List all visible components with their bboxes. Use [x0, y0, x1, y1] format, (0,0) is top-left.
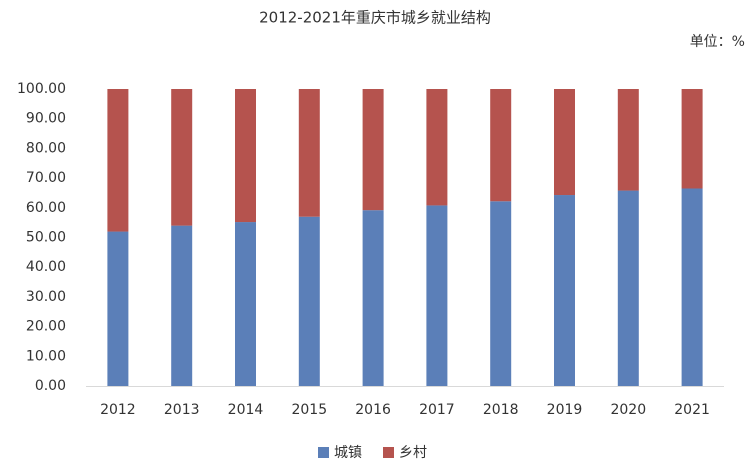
- bar-segment: [362, 210, 384, 386]
- y-tick-label: 20.00: [26, 319, 66, 335]
- bar-segment: [171, 89, 193, 226]
- bar-segment: [554, 89, 575, 196]
- bar-segment: [362, 89, 384, 211]
- legend-swatch: [318, 447, 329, 458]
- y-tick-label: 30.00: [26, 289, 66, 305]
- x-tick-label: 2012: [100, 402, 136, 418]
- y-tick-label: 60.00: [26, 200, 66, 216]
- x-tick-label: 2020: [610, 402, 646, 418]
- legend-label: 城镇: [334, 445, 362, 461]
- y-tick-label: 80.00: [26, 140, 66, 156]
- bar-segment: [107, 89, 129, 232]
- y-tick-label: 10.00: [26, 348, 66, 364]
- bar-segment: [235, 222, 256, 386]
- y-tick-label: 50.00: [26, 230, 66, 246]
- bar-segment: [235, 89, 256, 223]
- bar-segment: [490, 201, 512, 386]
- bar-segment: [298, 89, 320, 217]
- bar-segment: [298, 216, 320, 386]
- x-tick-label: 2021: [674, 402, 710, 418]
- unit-label: 单位：%: [690, 34, 745, 50]
- bar-segment: [107, 231, 129, 386]
- x-tick-label: 2019: [547, 402, 583, 418]
- bar-segment: [617, 190, 639, 386]
- bar-segment: [554, 195, 575, 386]
- x-tick-label: 2016: [355, 402, 391, 418]
- chart-title: 2012-2021年重庆市城乡就业结构: [259, 9, 491, 27]
- bar-segment: [617, 89, 639, 191]
- x-tick-label: 2014: [228, 402, 264, 418]
- x-tick-label: 2018: [483, 402, 519, 418]
- x-tick-label: 2017: [419, 402, 455, 418]
- legend-label: 乡村: [399, 445, 427, 461]
- legend-swatch: [383, 447, 394, 458]
- bar-segment: [426, 89, 448, 206]
- y-tick-label: 0.00: [35, 378, 66, 394]
- bar-segment: [681, 89, 703, 189]
- bar-segment: [426, 205, 448, 386]
- bar-segment: [171, 225, 193, 386]
- y-tick-label: 40.00: [26, 259, 66, 275]
- bar-segment: [490, 89, 512, 202]
- y-tick-label: 90.00: [26, 111, 66, 127]
- y-tick-label: 70.00: [26, 170, 66, 186]
- bar-segment: [681, 188, 703, 386]
- x-tick-label: 2015: [291, 402, 327, 418]
- x-tick-label: 2013: [164, 402, 200, 418]
- y-tick-label: 100.00: [17, 81, 66, 97]
